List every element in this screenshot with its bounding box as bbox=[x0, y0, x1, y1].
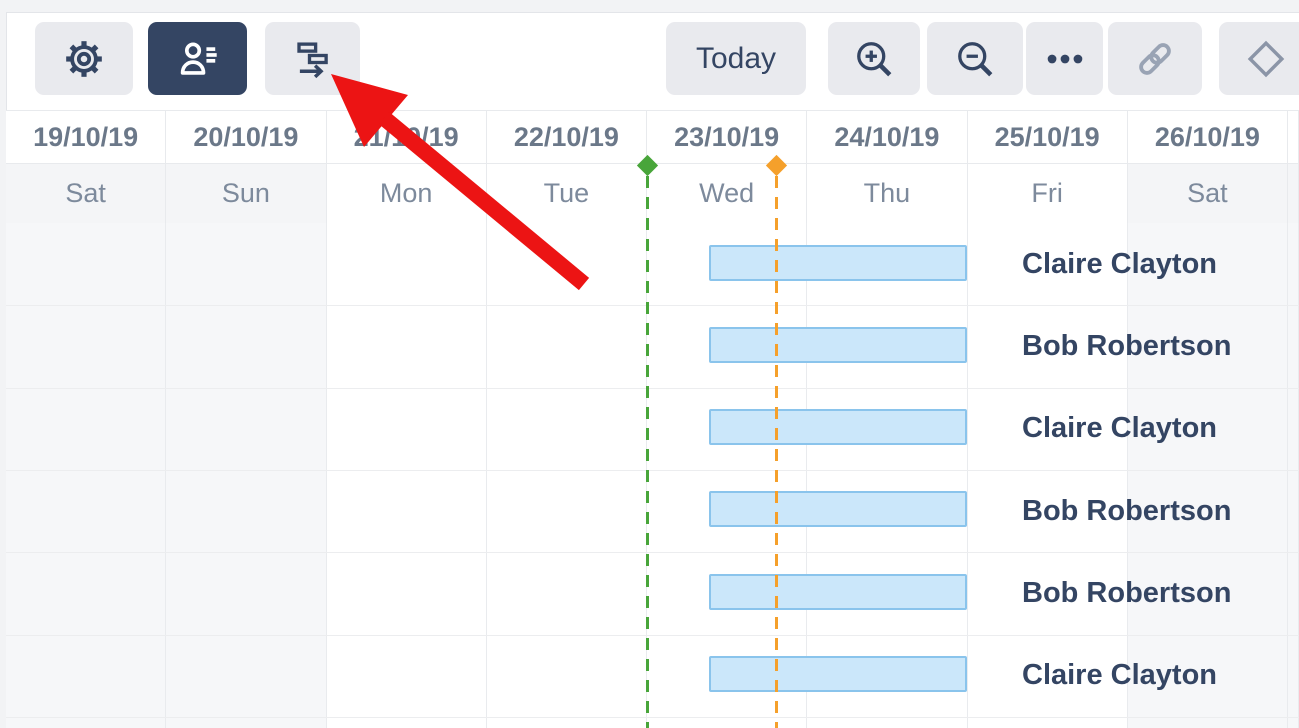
person-list-icon bbox=[176, 37, 220, 81]
day-header-cell: Tue bbox=[487, 164, 647, 223]
calendar-column bbox=[327, 223, 487, 728]
task-bar[interactable] bbox=[709, 656, 968, 693]
date-header-cell bbox=[1288, 111, 1299, 164]
start-marker-line bbox=[645, 176, 649, 728]
timeline-date-row: 19/10/19 20/10/19 21/10/19 22/10/19 23/10/19… bbox=[6, 110, 1299, 164]
assignee-label: Bob Robertson bbox=[1022, 494, 1232, 527]
zoom-in-icon bbox=[852, 37, 896, 81]
gear-icon bbox=[61, 36, 107, 82]
row-divider bbox=[6, 634, 1299, 636]
day-header-cell: Wed bbox=[647, 164, 808, 223]
today-button[interactable]: Today bbox=[666, 22, 806, 95]
diamond-icon bbox=[1244, 37, 1288, 81]
row-divider bbox=[6, 552, 1299, 554]
calendar-column bbox=[968, 223, 1128, 728]
day-header-cell: Mon bbox=[327, 164, 487, 223]
date-header-cell: 21/10/19 bbox=[327, 111, 487, 164]
assignee-label: Claire Clayton bbox=[1022, 247, 1217, 280]
calendar-column bbox=[807, 223, 968, 728]
day-header-cell: Fri bbox=[968, 164, 1128, 223]
date-header-cell: 20/10/19 bbox=[166, 111, 327, 164]
zoom-in-button[interactable] bbox=[828, 22, 920, 95]
calendar-column bbox=[1127, 223, 1288, 728]
row-divider bbox=[6, 716, 1299, 718]
resources-button[interactable] bbox=[148, 22, 247, 95]
row-divider bbox=[6, 469, 1299, 471]
day-header-cell bbox=[1288, 164, 1299, 223]
calendar-column bbox=[647, 223, 808, 728]
task-bar[interactable] bbox=[709, 409, 968, 446]
day-header-cell: Thu bbox=[807, 164, 968, 223]
calendar-column bbox=[166, 223, 327, 728]
day-header-cell: Sat bbox=[6, 164, 167, 223]
date-header-cell: 23/10/19 bbox=[647, 111, 808, 164]
ellipsis-icon bbox=[1044, 38, 1086, 80]
assignee-label: Claire Clayton bbox=[1022, 412, 1217, 445]
day-header-cell: Sat bbox=[1127, 164, 1288, 223]
assignee-label: Bob Robertson bbox=[1022, 329, 1232, 362]
today-marker-line bbox=[775, 176, 779, 728]
link-icon bbox=[1133, 37, 1177, 81]
assignee-label: Bob Robertson bbox=[1022, 576, 1232, 609]
row-divider bbox=[6, 305, 1299, 307]
zoom-out-icon bbox=[953, 37, 997, 81]
task-bar[interactable] bbox=[709, 244, 968, 281]
milestone-button[interactable] bbox=[1219, 22, 1299, 95]
assignee-label: Claire Clayton bbox=[1022, 659, 1217, 692]
dependencies-button[interactable] bbox=[265, 22, 360, 95]
task-bar[interactable] bbox=[709, 573, 968, 610]
date-header-cell: 25/10/19 bbox=[968, 111, 1128, 164]
calendar-column bbox=[1288, 223, 1299, 728]
day-header-cell: Sun bbox=[166, 164, 327, 223]
timeline-day-row: Sat Sun Mon Tue Wed Thu Fri Sat bbox=[6, 163, 1299, 224]
date-header-cell: 22/10/19 bbox=[487, 111, 647, 164]
task-bar[interactable] bbox=[709, 326, 968, 363]
gantt-chart-area: Claire Clayton Bob Robertson Claire Clayto… bbox=[6, 223, 1299, 728]
date-header-cell: 19/10/19 bbox=[6, 111, 167, 164]
date-header-cell: 24/10/19 bbox=[807, 111, 968, 164]
task-bar[interactable] bbox=[709, 491, 968, 528]
gantt-dependency-icon bbox=[292, 38, 334, 80]
zoom-out-button[interactable] bbox=[927, 22, 1023, 95]
calendar-column bbox=[6, 223, 167, 728]
link-tasks-button[interactable] bbox=[1108, 22, 1202, 95]
row-divider bbox=[6, 387, 1299, 389]
more-options-button[interactable] bbox=[1026, 22, 1103, 95]
date-header-cell: 26/10/19 bbox=[1128, 111, 1288, 164]
calendar-column bbox=[487, 223, 647, 728]
settings-button[interactable] bbox=[35, 22, 133, 95]
